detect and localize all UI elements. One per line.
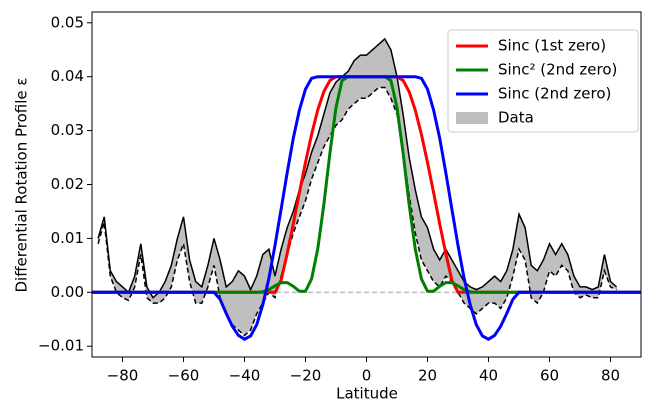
legend-label: Sinc (1st zero)	[498, 37, 606, 55]
y-tick-label: 0.02	[51, 175, 84, 193]
x-tick-label: −80	[107, 367, 139, 385]
x-tick-label: −40	[229, 367, 261, 385]
x-tick-label: 60	[540, 367, 559, 385]
y-tick-label: −0.01	[38, 337, 84, 355]
legend-label: Sinc² (2nd zero)	[498, 61, 617, 79]
x-tick-label: 40	[479, 367, 498, 385]
x-tick-label: −20	[290, 367, 322, 385]
y-axis-label: Differential Rotation Profile ε	[13, 77, 31, 292]
x-axis-label: Latitude	[336, 385, 398, 403]
x-tick-label: −60	[168, 367, 200, 385]
legend-swatch	[456, 112, 488, 124]
x-tick-label: 20	[418, 367, 437, 385]
series-line	[92, 75, 641, 341]
legend-label: Data	[498, 109, 534, 127]
y-tick-label: 0.00	[51, 283, 84, 301]
y-tick-label: 0.05	[51, 13, 84, 31]
y-tick-label: 0.04	[51, 67, 84, 85]
data-lower-line	[97, 86, 617, 337]
x-tick-label: 0	[362, 367, 372, 385]
y-tick-label: 0.01	[51, 229, 84, 247]
y-tick-label: 0.03	[51, 121, 84, 139]
x-tick-label: 80	[601, 367, 620, 385]
legend-label: Sinc (2nd zero)	[498, 85, 611, 103]
legend-box	[447, 29, 639, 133]
data-band	[98, 38, 617, 336]
data-upper-line	[97, 37, 618, 299]
